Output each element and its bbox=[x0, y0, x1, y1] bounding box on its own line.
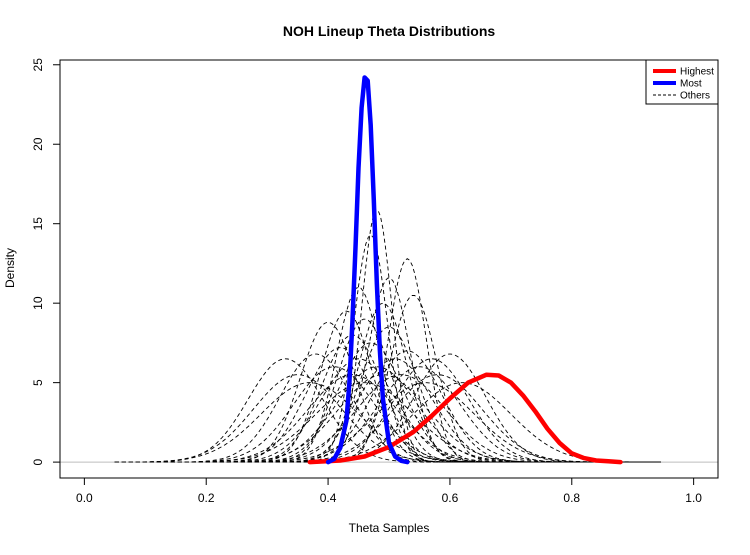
x-tick-label: 1.0 bbox=[685, 491, 702, 505]
x-tick-label: 0.2 bbox=[198, 491, 215, 505]
x-tick-label: 0.8 bbox=[563, 491, 580, 505]
x-tick-label: 0.6 bbox=[442, 491, 459, 505]
curves-layer bbox=[60, 75, 718, 465]
chart-title: NOH Lineup Theta Distributions bbox=[283, 23, 496, 39]
y-tick-label: 15 bbox=[31, 217, 45, 231]
x-tick-label: 0.4 bbox=[320, 491, 337, 505]
most-density-curve bbox=[325, 75, 410, 465]
x-axis-title: Theta Samples bbox=[349, 521, 430, 535]
legend-label: Most bbox=[680, 79, 702, 90]
legend-label: Others bbox=[680, 91, 710, 102]
y-tick-label: 10 bbox=[31, 296, 45, 310]
others-density-curve bbox=[114, 382, 661, 463]
legend-label: Highest bbox=[680, 67, 714, 78]
y-tick-label: 25 bbox=[31, 58, 45, 72]
plot-frame bbox=[59, 59, 719, 479]
x-tick-label: 0.0 bbox=[76, 491, 93, 505]
axes-layer: 0.0 0.2 0.4 0.6 0.8 1.0 0 5 10 15 20 25 bbox=[31, 58, 719, 505]
y-tick-label: 0 bbox=[31, 458, 45, 465]
highest-density-curve bbox=[307, 372, 623, 465]
y-axis-title: Density bbox=[3, 248, 17, 288]
y-tick-label: 20 bbox=[31, 137, 45, 151]
y-tick-label: 5 bbox=[31, 379, 45, 386]
